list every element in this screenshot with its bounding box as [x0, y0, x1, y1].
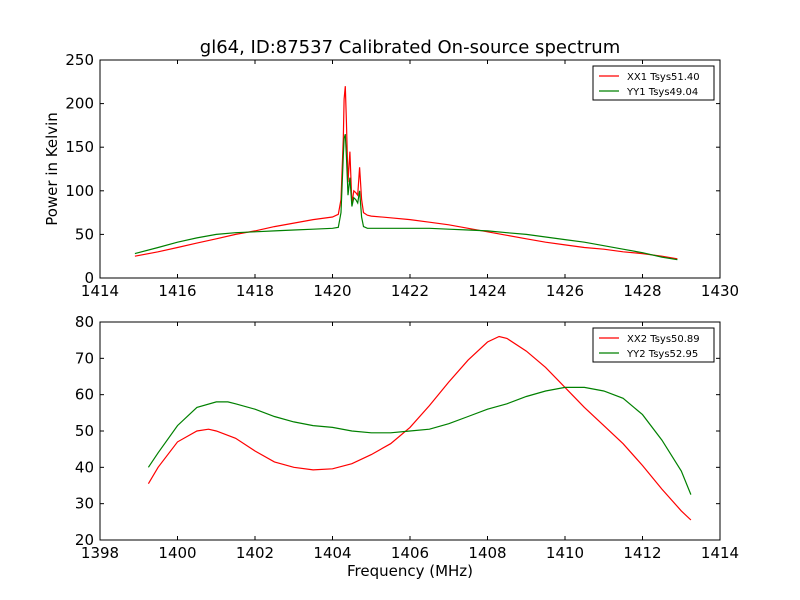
series-line-0-0 — [134, 86, 678, 260]
x-tick-label: 1422 — [391, 282, 429, 300]
legend-label: YY2 Tsys52.95 — [626, 349, 698, 360]
series-line-0-1 — [134, 133, 678, 261]
x-tick-label: 1404 — [313, 544, 351, 562]
legend-box — [592, 65, 715, 101]
y-tick-label: 70 — [75, 349, 94, 367]
top-spectrum-plot: 1414 1416 1418 1420 1422 1424 1426 1428 1430 0 50 1… — [65, 51, 739, 300]
legend: XX1 Tsys51.40 YY1 Tsys49.04 — [592, 65, 715, 101]
x-tick-label: 1430 — [701, 282, 739, 300]
legend-box — [592, 327, 715, 363]
y-tick-label: 30 — [75, 495, 94, 513]
y-tick-label: 200 — [65, 95, 94, 113]
y-tick-label: 60 — [75, 386, 94, 404]
x-tick-label: 1402 — [236, 544, 274, 562]
x-tick-label: 1414 — [81, 282, 119, 300]
y-tick-label: 150 — [65, 138, 94, 156]
legend-label: XX2 Tsys50.89 — [627, 334, 700, 345]
series-line-1-0 — [147, 335, 692, 521]
x-tick-label: 1420 — [313, 282, 351, 300]
y-tick-label: 50 — [75, 225, 94, 243]
x-tick-label: 1424 — [468, 282, 506, 300]
x-tick-label: 1412 — [623, 544, 661, 562]
x-tick-label: 1414 — [701, 544, 739, 562]
legend: XX2 Tsys50.89 YY2 Tsys52.95 — [592, 327, 715, 363]
y-tick-label: 80 — [75, 313, 94, 331]
y-tick-label: 50 — [75, 422, 94, 440]
x-tick-label: 1428 — [623, 282, 661, 300]
x-tick-label: 1408 — [468, 544, 506, 562]
x-tick-label: 1416 — [158, 282, 196, 300]
x-axis-label-bottom: Frequency (MHz) — [347, 562, 473, 580]
x-tick-label: 1406 — [391, 544, 429, 562]
y-tick-label: 40 — [75, 458, 94, 476]
x-tick-label: 1398 — [81, 544, 119, 562]
x-tick-label: 1410 — [546, 544, 584, 562]
legend-label: YY1 Tsys49.04 — [626, 87, 698, 98]
legend-label: XX1 Tsys51.40 — [627, 72, 700, 83]
x-tick-label: 1426 — [546, 282, 584, 300]
bottom-spectrum-plot: 1398 1400 1402 1404 1406 1408 1410 1412 1414 20 30… — [75, 313, 739, 562]
series-line-1-1 — [147, 386, 692, 495]
y-axis-label-top: Power in Kelvin — [43, 112, 61, 226]
chart-title: gl64, ID:87537 Calibrated On-source spec… — [200, 37, 620, 58]
y-tick-label: 20 — [75, 531, 94, 549]
y-tick-label: 0 — [84, 269, 94, 287]
x-tick-label: 1418 — [236, 282, 274, 300]
x-tick-label: 1400 — [158, 544, 196, 562]
y-tick-label: 100 — [65, 182, 94, 200]
y-tick-label: 250 — [65, 51, 94, 69]
